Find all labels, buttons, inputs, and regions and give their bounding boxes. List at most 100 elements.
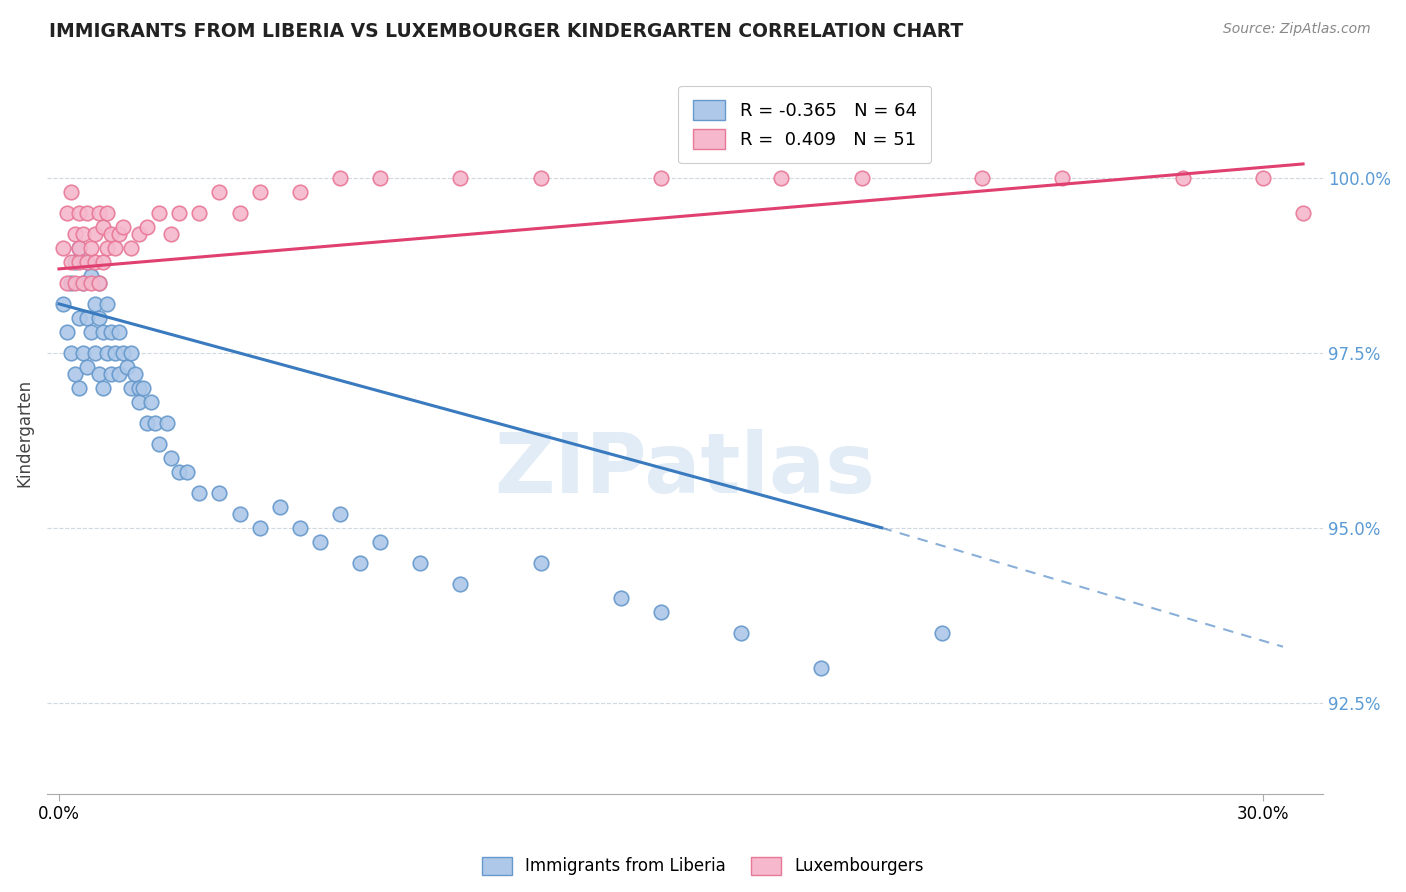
Point [104, 346, 127, 360]
Point [188, 206, 211, 220]
Point [124, 367, 146, 381]
Point [160, 227, 183, 241]
Point [529, 170, 551, 185]
Point [67, 206, 90, 220]
Point [76, 310, 98, 325]
Point [249, 521, 271, 535]
Point [128, 394, 150, 409]
Point [108, 367, 131, 381]
Point [100, 227, 122, 241]
Point [730, 625, 752, 640]
Point [63, 367, 86, 381]
Point [72, 276, 94, 290]
Point [67, 241, 90, 255]
Point [188, 485, 211, 500]
Point [87, 276, 110, 290]
Y-axis label: Kindergarten: Kindergarten [15, 379, 32, 487]
Point [80, 241, 103, 255]
Point [132, 381, 155, 395]
Point [72, 276, 94, 290]
Point [87, 367, 110, 381]
Point [128, 227, 150, 241]
Point [160, 450, 183, 465]
Point [87, 206, 110, 220]
Point [76, 359, 98, 374]
Point [104, 241, 127, 255]
Point [176, 465, 198, 479]
Point [63, 276, 86, 290]
Point [63, 255, 86, 269]
Legend: Immigrants from Liberia, Luxembourgers: Immigrants from Liberia, Luxembourgers [474, 848, 932, 884]
Point [108, 227, 131, 241]
Point [409, 556, 432, 570]
Point [208, 185, 231, 199]
Point [100, 367, 122, 381]
Point [650, 170, 672, 185]
Point [80, 325, 103, 339]
Point [108, 325, 131, 339]
Point [931, 625, 953, 640]
Point [96, 241, 118, 255]
Point [96, 297, 118, 311]
Point [96, 346, 118, 360]
Point [128, 381, 150, 395]
Point [84, 297, 107, 311]
Text: ZIPatlas: ZIPatlas [495, 429, 876, 510]
Point [851, 170, 873, 185]
Point [67, 310, 90, 325]
Point [1171, 170, 1194, 185]
Point [349, 556, 371, 570]
Point [67, 241, 90, 255]
Point [76, 255, 98, 269]
Point [52, 241, 75, 255]
Point [1292, 206, 1315, 220]
Point [59, 185, 82, 199]
Point [72, 227, 94, 241]
Point [87, 276, 110, 290]
Point [112, 346, 135, 360]
Point [76, 206, 98, 220]
Point [56, 206, 79, 220]
Point [59, 255, 82, 269]
Point [115, 359, 138, 374]
Point [87, 310, 110, 325]
Point [208, 485, 231, 500]
Text: Source: ZipAtlas.com: Source: ZipAtlas.com [1223, 22, 1371, 37]
Point [91, 255, 114, 269]
Point [610, 591, 633, 605]
Legend: R = -0.365   N = 64, R =  0.409   N = 51: R = -0.365 N = 64, R = 0.409 N = 51 [679, 86, 931, 163]
Point [449, 170, 471, 185]
Point [120, 241, 142, 255]
Point [91, 381, 114, 395]
Point [1052, 170, 1074, 185]
Point [650, 605, 672, 619]
Point [970, 170, 993, 185]
Point [529, 556, 551, 570]
Point [449, 576, 471, 591]
Point [67, 381, 90, 395]
Point [288, 185, 311, 199]
Point [156, 416, 179, 430]
Point [810, 661, 832, 675]
Point [288, 521, 311, 535]
Point [59, 346, 82, 360]
Point [80, 276, 103, 290]
Point [249, 185, 271, 199]
Point [141, 394, 163, 409]
Point [80, 268, 103, 283]
Point [368, 170, 391, 185]
Point [228, 507, 250, 521]
Point [112, 219, 135, 234]
Point [76, 255, 98, 269]
Point [148, 437, 170, 451]
Point [770, 170, 793, 185]
Point [120, 381, 142, 395]
Point [368, 534, 391, 549]
Point [52, 297, 75, 311]
Point [308, 534, 330, 549]
Text: IMMIGRANTS FROM LIBERIA VS LUXEMBOURGER KINDERGARTEN CORRELATION CHART: IMMIGRANTS FROM LIBERIA VS LUXEMBOURGER … [49, 22, 963, 41]
Point [72, 346, 94, 360]
Point [84, 255, 107, 269]
Point [96, 206, 118, 220]
Point [84, 227, 107, 241]
